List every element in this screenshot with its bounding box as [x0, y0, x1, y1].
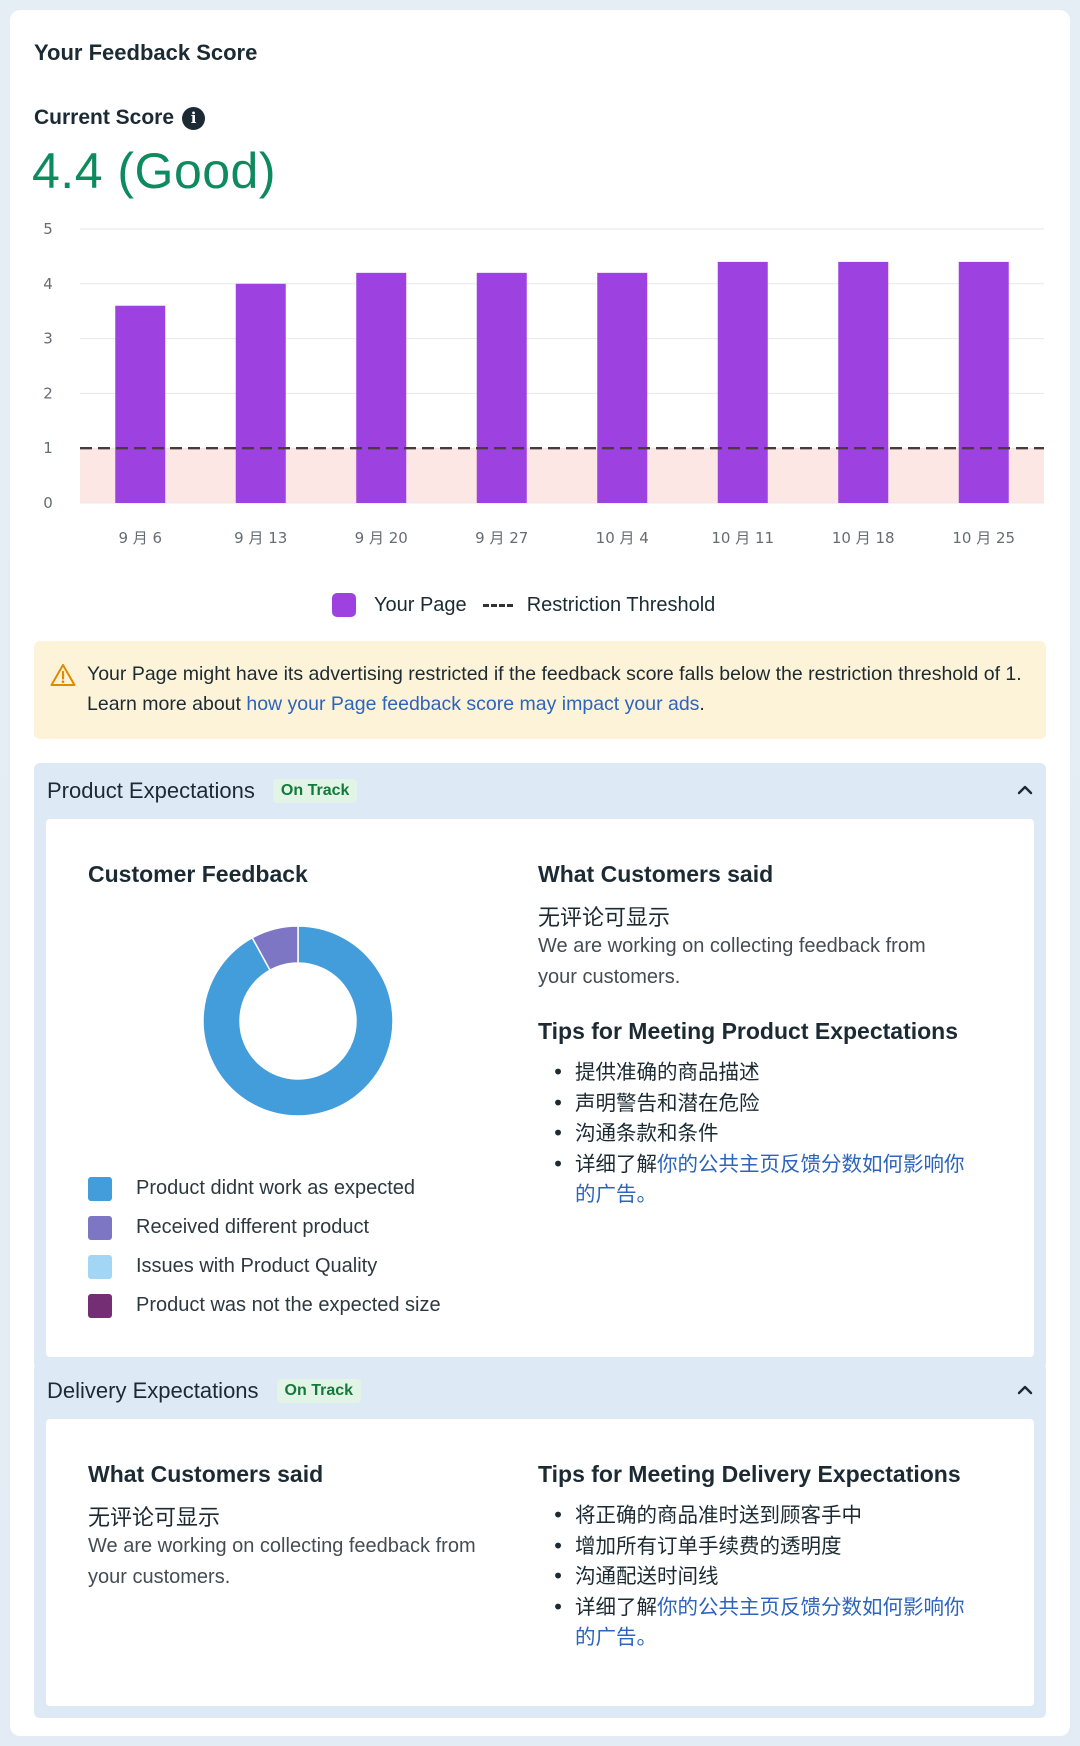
tip-item: 提供准确的商品描述	[538, 1057, 978, 1088]
product-tips-list: 提供准确的商品描述 声明警告和潜在危险 沟通条款和条件 详细了解你的公共主页反馈…	[538, 1057, 978, 1210]
threshold-zone	[80, 448, 1044, 503]
feedback-score-impact-link[interactable]: 你的公共主页反馈分数如何影响你的广告。	[575, 1594, 965, 1650]
legend-swatch	[88, 1254, 112, 1279]
donut-slice	[251, 925, 299, 972]
feedback-legend: Product didnt work as expected Received …	[88, 1169, 441, 1325]
current-score-label: Current Score i	[34, 106, 206, 130]
chevron-up-icon[interactable]	[1016, 781, 1034, 799]
current-score-value: 4.4 (Good)	[32, 143, 277, 199]
what-customers-said-title: What Customers said	[88, 1461, 324, 1487]
bar	[597, 272, 648, 503]
bar	[115, 305, 166, 503]
customer-feedback-title: Customer Feedback	[88, 861, 308, 887]
x-tick-label: 9 月 13	[234, 529, 287, 547]
legend-label: Received different product	[136, 1216, 370, 1238]
customer-feedback-donut	[202, 925, 394, 1117]
feedback-score-chart: 0 1 2 3 4 5 9 月 6 9 月 13 9 月 20 9 月 27 10 月 4 10 月 …	[43, 220, 1044, 547]
alert-text: Your Page might have its advertising res…	[87, 663, 1022, 715]
alert-learn-more-link[interactable]: how your Page feedback score may impact …	[246, 693, 700, 715]
x-tick-label: 10 月 18	[832, 529, 895, 547]
tip-item: 沟通条款和条件	[538, 1118, 978, 1149]
chevron-up-icon[interactable]	[1016, 1381, 1034, 1399]
delivery-expectations-body: What Customers said 无评论可显示 We are workin…	[46, 1419, 1034, 1706]
bar	[356, 272, 407, 503]
feedback-legend-item: Product was not the expected size	[88, 1286, 441, 1325]
warning-icon	[50, 664, 76, 686]
feedback-score-card: Your Feedback Score Current Score i 4.4 …	[10, 10, 1070, 1736]
product-expectations-title: Product Expectations	[47, 778, 255, 803]
legend-label: Issues with Product Quality	[136, 1255, 378, 1277]
legend-label-your-page: Your Page	[374, 593, 467, 616]
bar	[958, 261, 1009, 503]
tip-prefix: 详细了解	[575, 1594, 657, 1619]
bar	[235, 283, 286, 503]
legend-swatch	[88, 1293, 112, 1318]
x-tick-label: 9 月 27	[475, 529, 528, 547]
product-expectations-header[interactable]: Product Expectations On Track	[34, 763, 1046, 819]
tip-item: 声明警告和潜在危险	[538, 1088, 978, 1119]
feedback-legend-item: Product didnt work as expected	[88, 1169, 441, 1208]
info-icon[interactable]: i	[182, 106, 206, 130]
no-reviews-text: 无评论可显示	[88, 1506, 221, 1531]
product-expectations-body: Customer Feedback Product didnt work as …	[46, 819, 1034, 1357]
tip-item: 详细了解你的公共主页反馈分数如何影响你的广告。	[538, 1149, 978, 1210]
legend-swatch	[88, 1176, 112, 1201]
legend-label: Product was not the expected size	[136, 1294, 441, 1316]
alert-end: .	[699, 693, 705, 715]
delivery-expectations-section: Delivery Expectations On Track What Cust…	[34, 1363, 1046, 1718]
x-tick-label: 10 月 11	[711, 529, 774, 547]
y-tick-label: 4	[43, 275, 53, 293]
x-tick-label: 10 月 25	[952, 529, 1015, 547]
delivery-tips-list: 将正确的商品准时送到顾客手中 增加所有订单手续费的透明度 沟通配送时间线 详细了…	[538, 1500, 978, 1653]
product-tips-title: Tips for Meeting Product Expectations	[538, 1018, 959, 1044]
delivery-expectations-header[interactable]: Delivery Expectations On Track	[34, 1363, 1046, 1419]
delivery-tips-title: Tips for Meeting Delivery Expectations	[538, 1461, 961, 1487]
what-customers-said-title: What Customers said	[538, 861, 774, 887]
product-expectations-section: Product Expectations On Track Customer F…	[34, 763, 1046, 1369]
x-tick-label: 9 月 6	[118, 529, 162, 547]
y-tick-label: 5	[43, 220, 53, 238]
feedback-legend-item: Issues with Product Quality	[88, 1247, 441, 1286]
current-score-text: Current Score	[34, 106, 175, 129]
tip-prefix: 详细了解	[575, 1151, 657, 1176]
tip-item: 沟通配送时间线	[538, 1561, 978, 1592]
y-tick-label: 3	[43, 330, 53, 348]
y-tick-label: 1	[43, 439, 53, 457]
page-title: Your Feedback Score	[34, 40, 258, 65]
bar	[476, 272, 527, 503]
feedback-legend-item: Received different product	[88, 1208, 441, 1247]
bar	[838, 261, 889, 503]
collecting-feedback-text: We are working on collecting feedback fr…	[538, 935, 926, 988]
restriction-alert: Your Page might have its advertising res…	[34, 641, 1046, 739]
chart-legend: Your Page Restriction Threshold	[332, 593, 715, 617]
legend-dash-threshold	[482, 603, 513, 607]
collecting-feedback-text: We are working on collecting feedback fr…	[88, 1535, 476, 1588]
legend-label-threshold: Restriction Threshold	[526, 593, 716, 616]
tip-item: 增加所有订单手续费的透明度	[538, 1531, 978, 1562]
x-tick-label: 10 月 4	[596, 529, 649, 547]
tip-item: 详细了解你的公共主页反馈分数如何影响你的广告。	[538, 1592, 978, 1653]
donut-slice	[202, 925, 394, 1117]
legend-label: Product didnt work as expected	[136, 1177, 416, 1199]
x-tick-label: 9 月 20	[355, 529, 408, 547]
no-reviews-text: 无评论可显示	[538, 906, 671, 931]
legend-swatch	[88, 1215, 112, 1240]
status-badge: On Track	[272, 779, 358, 803]
tip-item: 将正确的商品准时送到顾客手中	[538, 1500, 978, 1531]
feedback-score-impact-link[interactable]: 你的公共主页反馈分数如何影响你的广告。	[575, 1151, 965, 1207]
bar	[717, 261, 768, 503]
delivery-expectations-title: Delivery Expectations	[47, 1378, 259, 1403]
y-tick-label: 0	[43, 494, 53, 512]
legend-swatch-your-page	[332, 593, 356, 617]
y-tick-label: 2	[43, 384, 53, 402]
status-badge: On Track	[276, 1379, 362, 1403]
